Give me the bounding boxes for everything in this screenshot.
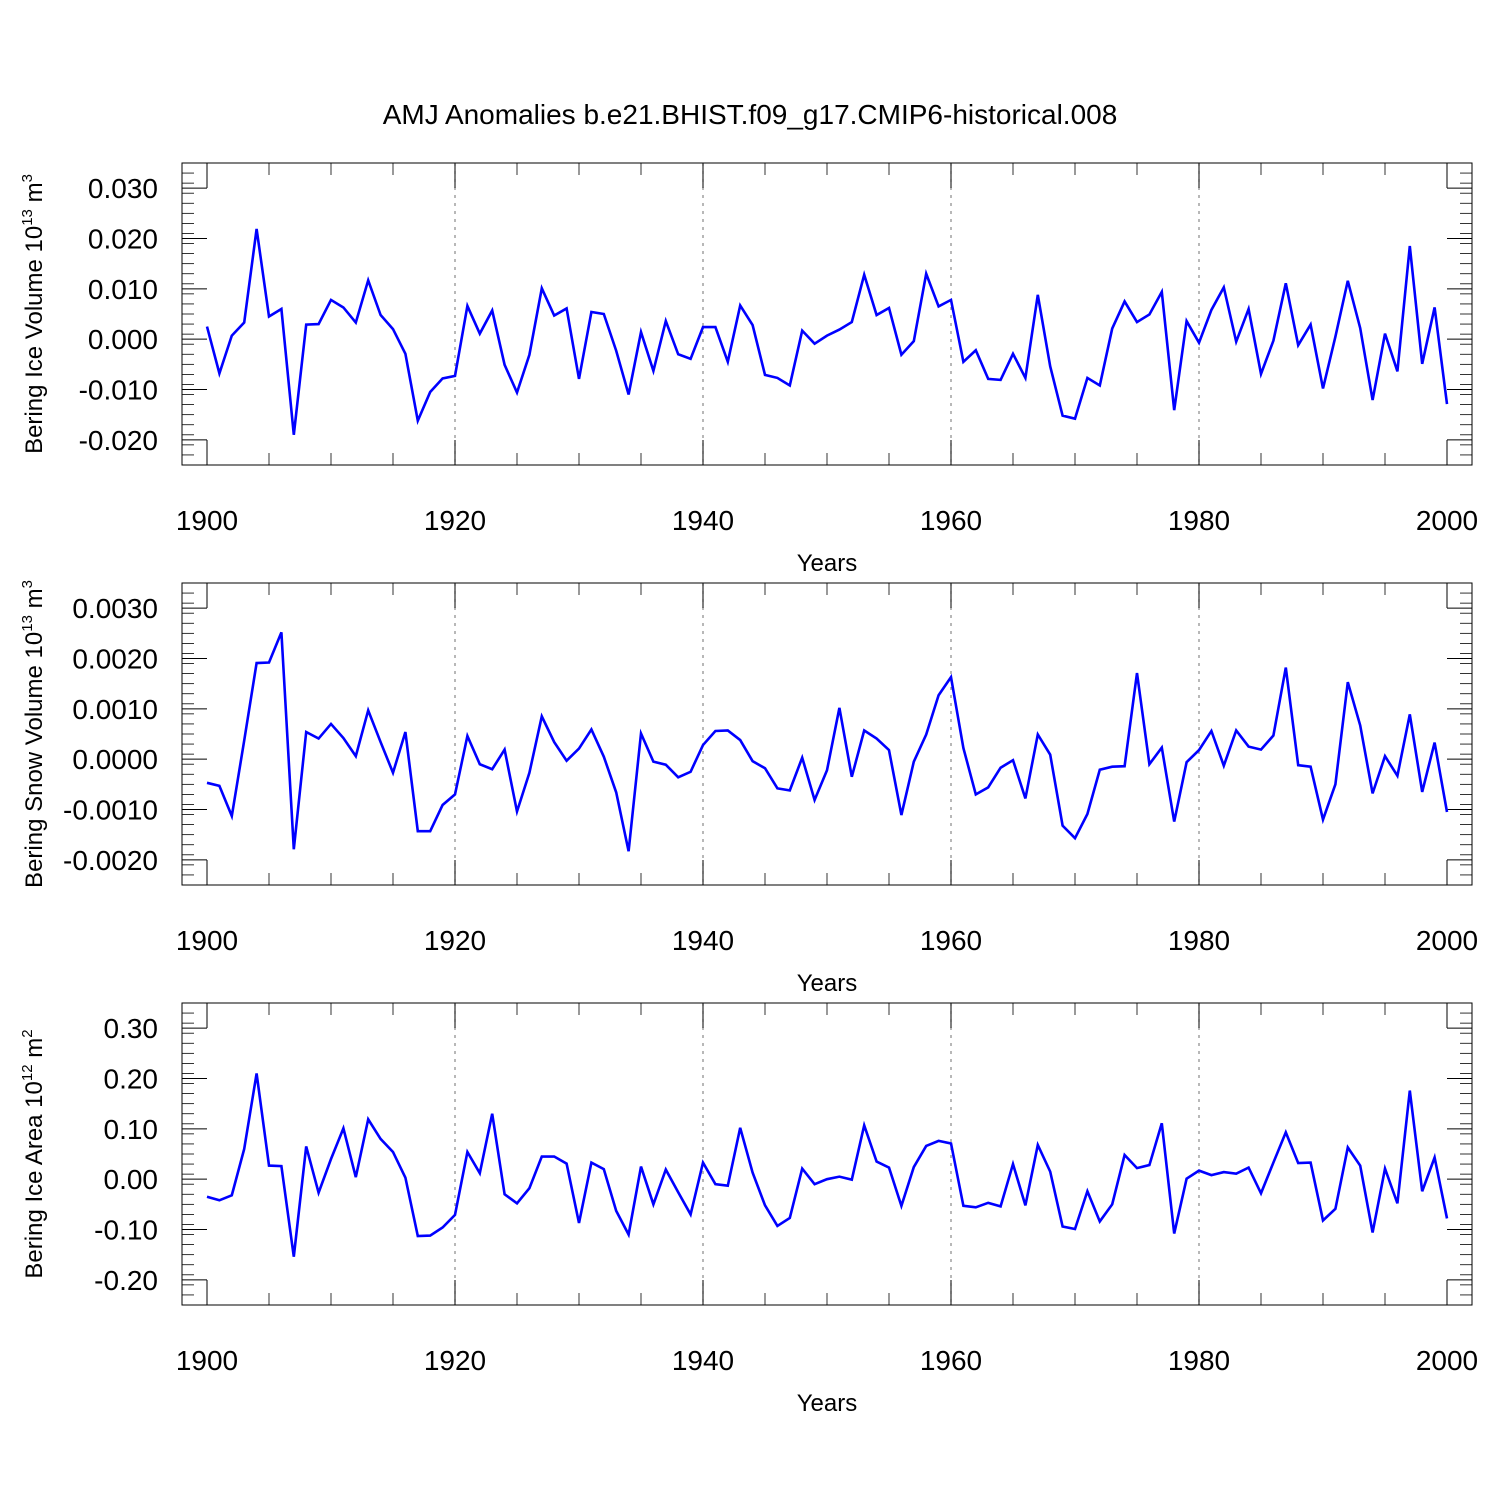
y-tick-label: 0.30 xyxy=(104,1013,159,1044)
y-axis-label-unit: m xyxy=(21,1038,48,1065)
x-tick-label: 2000 xyxy=(1416,925,1478,956)
x-tick-label: 1940 xyxy=(672,925,734,956)
y-tick-label: 0.0020 xyxy=(72,644,158,675)
y-axis-label-unit-exponent: 2 xyxy=(19,1029,36,1037)
panel-3: -0.20 -0.10 0.00 0.10 0.20 0.30 1900 1920 1940 19… xyxy=(19,1002,1478,1417)
y-tick-label: 0.00 xyxy=(104,1164,159,1195)
y-axis-label: Bering Ice Volume 1013 m3 xyxy=(19,174,48,454)
y-tick-label: 0.0000 xyxy=(72,744,158,775)
y-axis-label-text: Bering Snow Volume 10 xyxy=(21,632,48,888)
x-tick-label: 2000 xyxy=(1416,1345,1478,1376)
x-tick-label: 1920 xyxy=(424,925,486,956)
x-tick-label: 1960 xyxy=(920,505,982,536)
y-tick-label: 0.20 xyxy=(104,1064,159,1095)
x-tick-label: 1900 xyxy=(176,925,238,956)
y-tick-label: 0.0010 xyxy=(72,694,158,725)
x-tick-label: 1980 xyxy=(1168,925,1230,956)
x-tick-label: 1920 xyxy=(424,505,486,536)
series-line xyxy=(205,228,1449,435)
y-axis-label-exponent: 13 xyxy=(19,209,36,226)
x-tick-label: 1900 xyxy=(176,1345,238,1376)
y-tick-label: 0.000 xyxy=(88,324,158,355)
y-tick-label: -0.020 xyxy=(79,425,158,456)
x-tick-label: 1980 xyxy=(1168,1345,1230,1376)
y-axis-label-unit-exponent: 3 xyxy=(19,174,36,182)
y-tick-label: 0.030 xyxy=(88,173,158,204)
x-tick-label: 1940 xyxy=(672,1345,734,1376)
y-tick-label: -0.010 xyxy=(79,375,158,406)
panel-1: -0.020 -0.010 0.000 0.010 0.020 0.030 1900 1920… xyxy=(19,162,1478,577)
x-tick-label: 2000 xyxy=(1416,505,1478,536)
y-tick-label: -0.10 xyxy=(94,1215,158,1246)
x-tick-label: 1900 xyxy=(176,505,238,536)
y-axis-label: Bering Snow Volume 1013 m3 xyxy=(19,580,48,888)
y-tick-label: 0.10 xyxy=(104,1114,159,1145)
panel-2: -0.0020 -0.0010 0.0000 0.0010 0.0020 0.0030 19… xyxy=(19,580,1478,997)
x-tick-label: 1960 xyxy=(920,925,982,956)
y-tick-label: -0.20 xyxy=(94,1265,158,1296)
figure-title: AMJ Anomalies b.e21.BHIST.f09_g17.CMIP6-… xyxy=(383,99,1118,130)
y-tick-label: 0.0030 xyxy=(72,593,158,624)
x-axis-label: Years xyxy=(797,970,858,997)
y-axis-label-unit: m xyxy=(21,182,48,209)
y-tick-label: -0.0020 xyxy=(63,845,158,876)
x-tick-label: 1980 xyxy=(1168,505,1230,536)
y-axis-label: Bering Ice Area 1012 m2 xyxy=(19,1029,48,1278)
series-line xyxy=(206,1073,1449,1257)
x-axis-label: Years xyxy=(797,1390,858,1417)
x-tick-label: 1940 xyxy=(672,505,734,536)
x-tick-label: 1960 xyxy=(920,1345,982,1376)
x-tick-label: 1920 xyxy=(424,1345,486,1376)
y-axis-label-exponent: 12 xyxy=(19,1064,36,1081)
series-line xyxy=(206,631,1449,852)
y-tick-label: 0.020 xyxy=(88,224,158,255)
y-axis-label-unit-exponent: 3 xyxy=(19,580,36,588)
y-axis-label-exponent: 13 xyxy=(19,615,36,632)
y-axis-label-unit: m xyxy=(21,588,48,615)
y-axis-label-text: Bering Ice Area 10 xyxy=(21,1081,48,1278)
x-axis-label: Years xyxy=(797,550,858,577)
y-axis-label-text: Bering Ice Volume 10 xyxy=(21,226,48,454)
y-tick-label: -0.0010 xyxy=(63,795,158,826)
panels: -0.020 -0.010 0.000 0.010 0.020 0.030 1900 1920… xyxy=(19,162,1478,1417)
y-tick-label: 0.010 xyxy=(88,274,158,305)
